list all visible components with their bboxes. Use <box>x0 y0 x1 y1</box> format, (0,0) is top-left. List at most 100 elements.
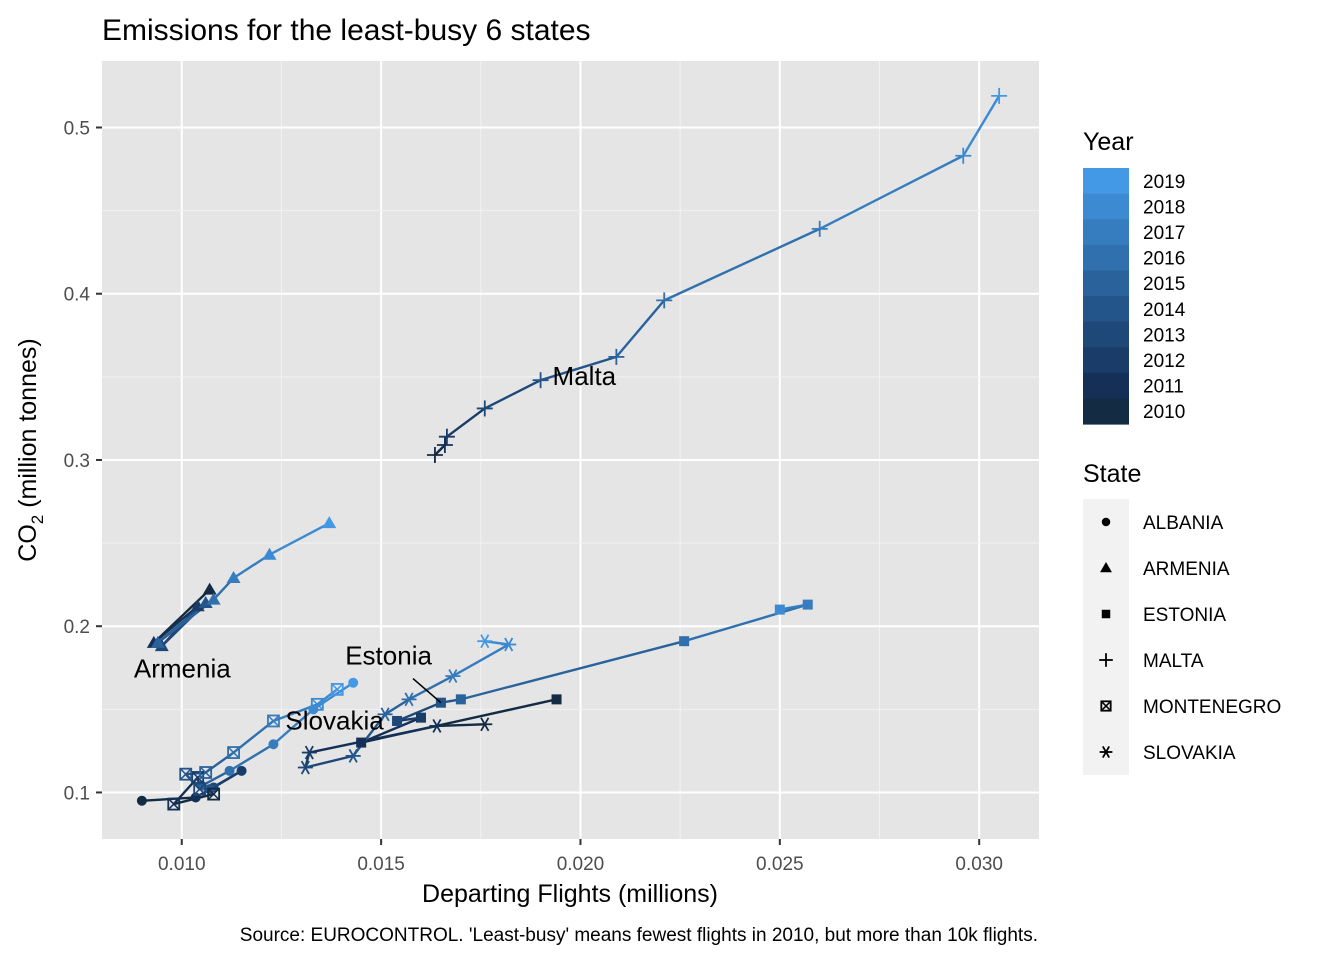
slovakia-point <box>377 707 393 722</box>
montenegro-point <box>193 782 207 796</box>
montenegro-point <box>310 697 324 711</box>
year-swatch-2017 <box>1083 219 1129 246</box>
malta-line-segment <box>445 407 486 438</box>
slovakia-point <box>445 669 461 684</box>
year-swatch-2013 <box>1083 321 1129 348</box>
estonia-point <box>774 604 785 615</box>
year-swatch-2010 <box>1083 398 1129 425</box>
malta-point <box>811 220 828 237</box>
x-tick-label: 0.025 <box>756 854 804 875</box>
malta-line-segment <box>962 94 1001 157</box>
malta-line-segment <box>818 154 965 231</box>
albania-point <box>136 795 147 806</box>
estonia-point <box>356 737 367 748</box>
state-legend-title: State <box>1083 460 1141 488</box>
slovakia-line-segment <box>304 754 355 769</box>
year-legend: 2019 2018 2017 2016 2015 2014 2013 2012 2011 2010 <box>1083 168 1186 425</box>
state-key-malta-icon <box>1099 653 1113 667</box>
y-axis-title: CO2 (million tonnes) <box>14 338 47 561</box>
estonia-point <box>455 694 466 705</box>
armenia-point <box>206 592 221 605</box>
montenegro-point <box>207 787 221 801</box>
state-key-estonia-icon <box>1101 609 1111 619</box>
state-key-montenegro-icon <box>1100 700 1112 712</box>
x-tick-label: 0.020 <box>557 854 605 875</box>
estonia-point <box>551 694 562 705</box>
estonia-point <box>392 715 403 726</box>
year-label-2015: 2015 <box>1143 274 1185 295</box>
albania-line-segment <box>228 743 275 773</box>
montenegro-line-segment <box>232 719 275 754</box>
montenegro-point <box>330 682 344 696</box>
slovakia-point <box>297 760 313 775</box>
malta-point <box>532 372 549 389</box>
malta-point <box>608 348 625 365</box>
y-axis-title-main: CO <box>14 524 42 562</box>
montenegro-point <box>179 767 193 781</box>
malta-point <box>436 437 453 454</box>
state-annotations: Malta Armenia Estonia Slovakia <box>134 361 617 735</box>
estonia-line-segment <box>459 639 686 701</box>
state-label-slovakia: SLOVAKIA <box>1143 743 1236 764</box>
estonia-point <box>679 636 690 647</box>
y-tick-label: 0.2 <box>64 617 90 638</box>
montenegro-point <box>267 714 280 728</box>
year-legend-title: Year <box>1083 128 1134 156</box>
malta-point <box>656 292 673 309</box>
slovakia-point <box>477 717 493 732</box>
y-axis-title-rest: (million tonnes) <box>14 338 42 514</box>
slovakia-line-segment <box>383 698 411 716</box>
annotation-armenia: Armenia <box>134 654 231 684</box>
slovakia-point <box>477 634 493 649</box>
x-tick-label: 0.030 <box>955 854 1003 875</box>
slovakia-point <box>501 637 517 652</box>
y-tick-label: 0.3 <box>64 451 90 472</box>
armenia-point <box>190 599 205 612</box>
year-label-2019: 2019 <box>1143 172 1185 193</box>
state-key-armenia-icon <box>1100 562 1112 573</box>
estonia-line-segment <box>395 701 443 723</box>
estonia-point <box>802 599 813 610</box>
year-label-2018: 2018 <box>1143 197 1185 218</box>
slovakia-point <box>429 719 445 733</box>
annotation-estonia: Estonia <box>345 640 432 670</box>
y-tick-label: 0.4 <box>64 285 91 306</box>
y-axis-title-subscript: 2 <box>28 515 47 524</box>
grid-lines <box>102 61 1039 839</box>
albania-line-segment <box>212 769 243 789</box>
slovakia-line-segment <box>351 713 387 758</box>
year-swatch-2014 <box>1083 296 1129 323</box>
annotation-leader-line <box>412 677 442 704</box>
slovakia-point <box>401 692 417 707</box>
year-label-2011: 2011 <box>1143 377 1184 398</box>
year-swatch-2016 <box>1083 244 1129 271</box>
armenia-point <box>322 516 337 529</box>
state-label-armenia: ARMENIA <box>1143 559 1230 580</box>
year-label-2012: 2012 <box>1143 351 1185 372</box>
year-label-2017: 2017 <box>1143 223 1185 244</box>
year-label-2014: 2014 <box>1143 300 1186 321</box>
x-tick-label: 0.015 <box>357 854 405 875</box>
albania-line-segment <box>272 708 315 746</box>
malta-point <box>991 87 1008 104</box>
slovakia-line-segment <box>435 723 486 728</box>
year-label-2010: 2010 <box>1143 402 1185 423</box>
slovakia-line-segment <box>451 643 510 678</box>
y-tick-label: 0.1 <box>64 783 90 804</box>
armenia-point <box>198 595 213 608</box>
year-swatch-2012 <box>1083 347 1129 374</box>
armenia-point <box>262 547 277 560</box>
albania-point <box>236 765 247 776</box>
malta-point <box>426 446 443 463</box>
series-points <box>136 87 1008 811</box>
state-label-montenegro: MONTENEGRO <box>1143 697 1281 718</box>
year-label-2013: 2013 <box>1143 325 1185 346</box>
state-legend: ALBANIA ARMENIA ESTONIA MALTA MONTENEGRO SLOV… <box>1083 499 1281 775</box>
montenegro-point <box>199 766 213 779</box>
malta-point <box>955 147 972 164</box>
slovakia-line-segment <box>308 724 439 754</box>
year-swatch-2019 <box>1083 168 1129 195</box>
armenia-point <box>226 571 241 584</box>
malta-line-segment <box>539 355 618 382</box>
